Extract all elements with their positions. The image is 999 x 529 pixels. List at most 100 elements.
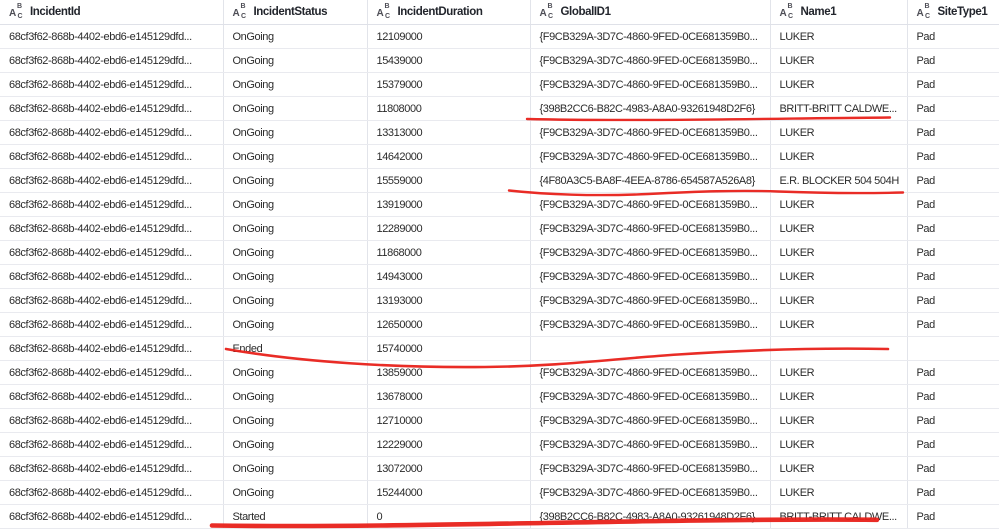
- cell-incidentid[interactable]: 68cf3f62-868b-4402-ebd6-e145129dfd...: [0, 480, 224, 505]
- cell-incidentstatus[interactable]: OnGoing: [223, 24, 368, 49]
- cell-incidentduration[interactable]: 13193000: [367, 288, 531, 313]
- cell-incidentid[interactable]: 68cf3f62-868b-4402-ebd6-e145129dfd...: [0, 504, 224, 529]
- cell-incidentduration[interactable]: 15439000: [367, 48, 531, 73]
- column-header-incidentduration[interactable]: A B C IncidentDuration: [367, 0, 531, 25]
- cell-incidentid[interactable]: 68cf3f62-868b-4402-ebd6-e145129dfd...: [0, 96, 224, 121]
- cell-incidentduration[interactable]: 15379000: [367, 72, 531, 97]
- cell-incidentstatus[interactable]: Ended: [223, 336, 368, 361]
- cell-incidentduration[interactable]: 13072000: [367, 456, 531, 481]
- cell-sitetype1[interactable]: Pad: [907, 72, 999, 97]
- cell-name1[interactable]: LUKER: [770, 144, 908, 169]
- column-header-name1[interactable]: A B C Name1: [770, 0, 908, 25]
- column-header-incidentstatus[interactable]: A B C IncidentStatus: [223, 0, 368, 25]
- cell-incidentstatus[interactable]: OnGoing: [223, 96, 368, 121]
- cell-incidentid[interactable]: 68cf3f62-868b-4402-ebd6-e145129dfd...: [0, 120, 224, 145]
- cell-incidentid[interactable]: 68cf3f62-868b-4402-ebd6-e145129dfd...: [0, 72, 224, 97]
- cell-incidentduration[interactable]: 13313000: [367, 120, 531, 145]
- cell-incidentid[interactable]: 68cf3f62-868b-4402-ebd6-e145129dfd...: [0, 384, 224, 409]
- cell-name1[interactable]: [770, 336, 908, 361]
- cell-incidentduration[interactable]: 14943000: [367, 264, 531, 289]
- cell-globalid1[interactable]: [530, 336, 771, 361]
- cell-name1[interactable]: LUKER: [770, 48, 908, 73]
- cell-incidentstatus[interactable]: OnGoing: [223, 120, 368, 145]
- cell-sitetype1[interactable]: Pad: [907, 384, 999, 409]
- cell-sitetype1[interactable]: Pad: [907, 312, 999, 337]
- cell-name1[interactable]: BRITT-BRITT CALDWE...: [770, 504, 908, 529]
- cell-incidentstatus[interactable]: OnGoing: [223, 360, 368, 385]
- cell-incidentstatus[interactable]: OnGoing: [223, 288, 368, 313]
- cell-globalid1[interactable]: {F9CB329A-3D7C-4860-9FED-0CE681359B0...: [530, 408, 771, 433]
- cell-incidentstatus[interactable]: OnGoing: [223, 432, 368, 457]
- cell-sitetype1[interactable]: Pad: [907, 408, 999, 433]
- cell-name1[interactable]: LUKER: [770, 384, 908, 409]
- cell-name1[interactable]: LUKER: [770, 72, 908, 97]
- cell-incidentstatus[interactable]: Started: [223, 504, 368, 529]
- cell-globalid1[interactable]: {398B2CC6-B82C-4983-A8A0-93261948D2F6}: [530, 96, 771, 121]
- cell-incidentid[interactable]: 68cf3f62-868b-4402-ebd6-e145129dfd...: [0, 456, 224, 481]
- cell-incidentduration[interactable]: 13859000: [367, 360, 531, 385]
- cell-sitetype1[interactable]: Pad: [907, 504, 999, 529]
- cell-globalid1[interactable]: {F9CB329A-3D7C-4860-9FED-0CE681359B0...: [530, 360, 771, 385]
- cell-globalid1[interactable]: {F9CB329A-3D7C-4860-9FED-0CE681359B0...: [530, 216, 771, 241]
- cell-name1[interactable]: LUKER: [770, 360, 908, 385]
- cell-incidentstatus[interactable]: OnGoing: [223, 168, 368, 193]
- cell-incidentduration[interactable]: 14642000: [367, 144, 531, 169]
- cell-globalid1[interactable]: {F9CB329A-3D7C-4860-9FED-0CE681359B0...: [530, 144, 771, 169]
- cell-incidentid[interactable]: 68cf3f62-868b-4402-ebd6-e145129dfd...: [0, 288, 224, 313]
- cell-globalid1[interactable]: {F9CB329A-3D7C-4860-9FED-0CE681359B0...: [530, 264, 771, 289]
- cell-sitetype1[interactable]: Pad: [907, 480, 999, 505]
- column-header-sitetype1[interactable]: A B C SiteType1: [907, 0, 999, 25]
- cell-sitetype1[interactable]: Pad: [907, 48, 999, 73]
- cell-incidentduration[interactable]: 12109000: [367, 24, 531, 49]
- cell-sitetype1[interactable]: Pad: [907, 96, 999, 121]
- cell-incidentstatus[interactable]: OnGoing: [223, 216, 368, 241]
- cell-name1[interactable]: LUKER: [770, 24, 908, 49]
- cell-incidentstatus[interactable]: OnGoing: [223, 48, 368, 73]
- cell-incidentid[interactable]: 68cf3f62-868b-4402-ebd6-e145129dfd...: [0, 264, 224, 289]
- cell-sitetype1[interactable]: Pad: [907, 120, 999, 145]
- cell-globalid1[interactable]: {F9CB329A-3D7C-4860-9FED-0CE681359B0...: [530, 288, 771, 313]
- cell-name1[interactable]: LUKER: [770, 456, 908, 481]
- cell-incidentid[interactable]: 68cf3f62-868b-4402-ebd6-e145129dfd...: [0, 240, 224, 265]
- cell-name1[interactable]: LUKER: [770, 192, 908, 217]
- cell-name1[interactable]: LUKER: [770, 432, 908, 457]
- cell-name1[interactable]: LUKER: [770, 408, 908, 433]
- cell-sitetype1[interactable]: Pad: [907, 288, 999, 313]
- column-header-incidentid[interactable]: A B C IncidentId: [0, 0, 224, 25]
- cell-globalid1[interactable]: {4F80A3C5-BA8F-4EEA-8786-654587A526A8}: [530, 168, 771, 193]
- cell-incidentduration[interactable]: 15559000: [367, 168, 531, 193]
- cell-sitetype1[interactable]: Pad: [907, 168, 999, 193]
- cell-name1[interactable]: LUKER: [770, 240, 908, 265]
- cell-incidentid[interactable]: 68cf3f62-868b-4402-ebd6-e145129dfd...: [0, 408, 224, 433]
- cell-globalid1[interactable]: {F9CB329A-3D7C-4860-9FED-0CE681359B0...: [530, 384, 771, 409]
- cell-incidentduration[interactable]: 13678000: [367, 384, 531, 409]
- cell-incidentid[interactable]: 68cf3f62-868b-4402-ebd6-e145129dfd...: [0, 168, 224, 193]
- cell-name1[interactable]: LUKER: [770, 264, 908, 289]
- cell-incidentduration[interactable]: 12289000: [367, 216, 531, 241]
- cell-sitetype1[interactable]: Pad: [907, 432, 999, 457]
- cell-globalid1[interactable]: {F9CB329A-3D7C-4860-9FED-0CE681359B0...: [530, 192, 771, 217]
- cell-incidentduration[interactable]: 12710000: [367, 408, 531, 433]
- cell-incidentstatus[interactable]: OnGoing: [223, 480, 368, 505]
- cell-incidentstatus[interactable]: OnGoing: [223, 312, 368, 337]
- cell-incidentduration[interactable]: 13919000: [367, 192, 531, 217]
- column-header-globalid1[interactable]: A B C GlobalID1: [530, 0, 771, 25]
- cell-sitetype1[interactable]: Pad: [907, 144, 999, 169]
- cell-sitetype1[interactable]: Pad: [907, 264, 999, 289]
- cell-incidentid[interactable]: 68cf3f62-868b-4402-ebd6-e145129dfd...: [0, 360, 224, 385]
- cell-incidentstatus[interactable]: OnGoing: [223, 144, 368, 169]
- cell-incidentduration[interactable]: 11808000: [367, 96, 531, 121]
- cell-incidentid[interactable]: 68cf3f62-868b-4402-ebd6-e145129dfd...: [0, 216, 224, 241]
- cell-globalid1[interactable]: {398B2CC6-B82C-4983-A8A0-93261948D2F6}: [530, 504, 771, 529]
- cell-sitetype1[interactable]: Pad: [907, 24, 999, 49]
- cell-incidentid[interactable]: 68cf3f62-868b-4402-ebd6-e145129dfd...: [0, 144, 224, 169]
- cell-incidentduration[interactable]: 12229000: [367, 432, 531, 457]
- cell-globalid1[interactable]: {F9CB329A-3D7C-4860-9FED-0CE681359B0...: [530, 24, 771, 49]
- cell-incidentstatus[interactable]: OnGoing: [223, 456, 368, 481]
- cell-incidentduration[interactable]: 12650000: [367, 312, 531, 337]
- cell-incidentstatus[interactable]: OnGoing: [223, 384, 368, 409]
- cell-globalid1[interactable]: {F9CB329A-3D7C-4860-9FED-0CE681359B0...: [530, 48, 771, 73]
- cell-incidentid[interactable]: 68cf3f62-868b-4402-ebd6-e145129dfd...: [0, 192, 224, 217]
- cell-globalid1[interactable]: {F9CB329A-3D7C-4860-9FED-0CE681359B0...: [530, 312, 771, 337]
- cell-name1[interactable]: LUKER: [770, 288, 908, 313]
